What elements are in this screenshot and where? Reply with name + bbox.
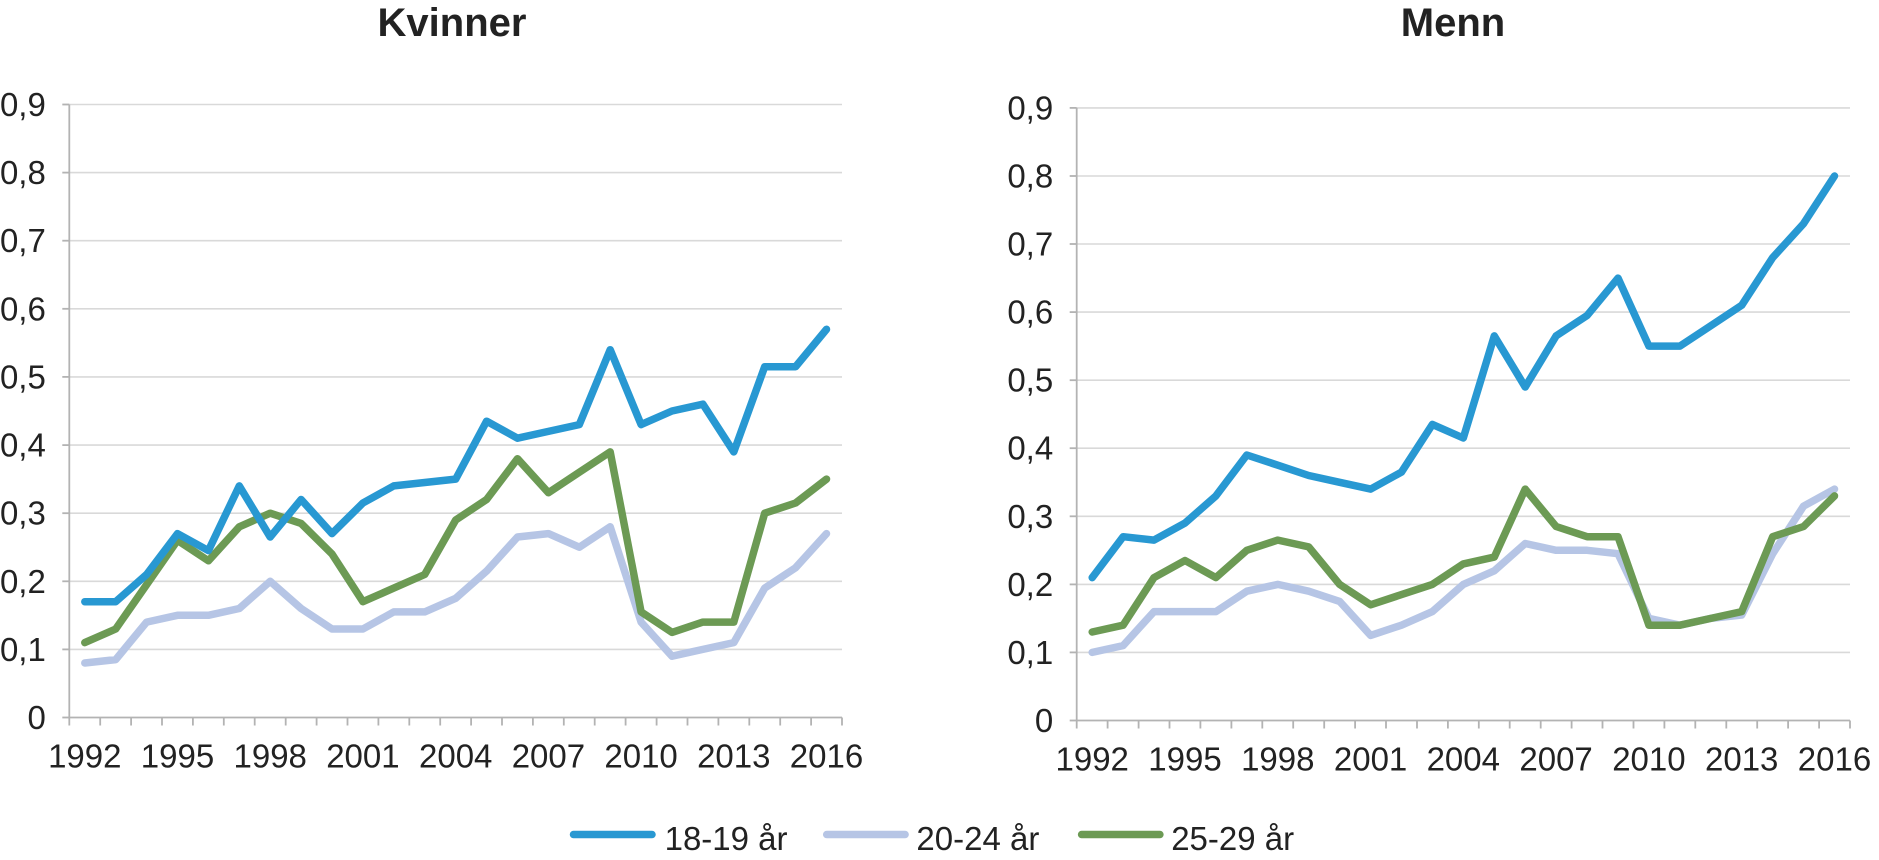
svg-text:2010: 2010: [1612, 741, 1685, 778]
svg-text:0: 0: [1035, 702, 1053, 739]
svg-text:2013: 2013: [1705, 741, 1778, 778]
svg-text:1998: 1998: [1241, 741, 1314, 778]
svg-text:2007: 2007: [1519, 741, 1592, 778]
svg-text:2004: 2004: [419, 738, 492, 775]
svg-text:0,5: 0,5: [0, 358, 46, 395]
svg-text:2001: 2001: [1334, 741, 1407, 778]
svg-text:0,7: 0,7: [1007, 226, 1053, 263]
svg-text:0,1: 0,1: [0, 631, 46, 668]
svg-text:0,8: 0,8: [0, 154, 46, 191]
svg-text:0,1: 0,1: [1007, 634, 1053, 671]
svg-text:0: 0: [27, 699, 45, 736]
svg-text:0,6: 0,6: [1007, 294, 1053, 331]
svg-text:2016: 2016: [790, 738, 863, 775]
svg-text:18-19 år: 18-19 år: [665, 820, 788, 857]
svg-text:0,9: 0,9: [0, 86, 46, 123]
svg-text:2013: 2013: [697, 738, 770, 775]
svg-text:2001: 2001: [326, 738, 399, 775]
svg-text:Menn: Menn: [1401, 1, 1505, 45]
svg-text:1995: 1995: [141, 738, 214, 775]
svg-text:0,3: 0,3: [1007, 498, 1053, 535]
svg-text:1998: 1998: [233, 738, 306, 775]
svg-text:2016: 2016: [1798, 741, 1871, 778]
svg-text:1995: 1995: [1148, 741, 1221, 778]
svg-text:25-29 år: 25-29 år: [1171, 820, 1294, 857]
svg-text:0,6: 0,6: [0, 290, 46, 327]
svg-text:0,5: 0,5: [1007, 362, 1053, 399]
svg-text:0,4: 0,4: [0, 427, 46, 464]
svg-text:2010: 2010: [604, 738, 677, 775]
svg-text:2004: 2004: [1427, 741, 1500, 778]
svg-text:0,4: 0,4: [1007, 430, 1053, 467]
svg-text:0,3: 0,3: [0, 495, 46, 532]
svg-text:0,2: 0,2: [0, 563, 46, 600]
svg-text:0,8: 0,8: [1007, 158, 1053, 195]
svg-text:1992: 1992: [1055, 741, 1128, 778]
svg-text:0,7: 0,7: [0, 222, 46, 259]
svg-text:Kvinner: Kvinner: [378, 1, 527, 45]
svg-text:1992: 1992: [48, 738, 121, 775]
svg-text:0,2: 0,2: [1007, 566, 1053, 603]
svg-text:2007: 2007: [512, 738, 585, 775]
svg-text:0,9: 0,9: [1007, 89, 1053, 126]
svg-text:20-24 år: 20-24 år: [916, 820, 1039, 857]
